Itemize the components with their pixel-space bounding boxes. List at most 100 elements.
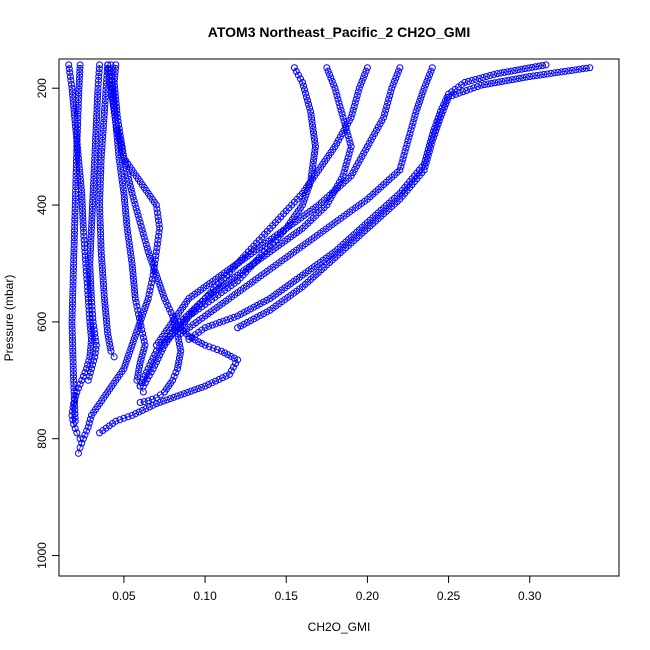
data-point — [97, 244, 105, 252]
data-point — [109, 88, 117, 96]
data-point — [100, 108, 108, 116]
data-point — [98, 136, 106, 144]
data-point — [86, 270, 94, 278]
data-point — [70, 395, 78, 403]
data-point — [152, 248, 160, 256]
data-point — [83, 427, 91, 435]
data-point — [100, 118, 108, 126]
data-point — [99, 280, 107, 288]
data-point — [90, 357, 98, 365]
data-point — [140, 308, 148, 316]
data-point — [69, 365, 77, 373]
data-point — [351, 99, 359, 107]
data-point — [167, 309, 175, 317]
data-point — [222, 372, 230, 380]
y-tick-label: 200 — [35, 78, 49, 98]
data-point — [147, 368, 155, 376]
data-point — [201, 382, 209, 390]
data-point — [133, 302, 141, 310]
data-point — [176, 344, 184, 352]
data-point — [159, 345, 167, 353]
data-point — [103, 72, 111, 80]
data-point — [428, 64, 436, 72]
data-point — [127, 186, 135, 194]
data-point — [77, 182, 85, 190]
data-point — [101, 104, 109, 112]
data-point — [521, 65, 529, 73]
data-point — [218, 374, 226, 382]
data-point — [433, 123, 441, 131]
data-point — [443, 96, 451, 104]
y-axis-label: Pressure (mbar) — [2, 275, 16, 362]
data-point — [536, 71, 544, 79]
data-point — [141, 305, 149, 313]
data-point — [170, 393, 178, 401]
data-point — [70, 252, 78, 260]
data-point — [156, 398, 164, 406]
data-point — [470, 84, 478, 92]
data-point — [84, 423, 92, 431]
data-point — [123, 168, 131, 176]
data-point — [86, 249, 94, 257]
data-point — [185, 335, 193, 343]
data-point — [75, 92, 83, 100]
data-point — [111, 64, 119, 72]
data-point — [71, 417, 79, 425]
data-point — [68, 329, 76, 337]
data-point — [341, 121, 349, 129]
data-point — [91, 147, 99, 155]
data-point — [92, 133, 100, 141]
data-point — [98, 147, 106, 155]
data-point — [74, 384, 82, 392]
data-point — [82, 256, 90, 264]
data-point — [151, 361, 159, 369]
y-tick-label: 800 — [35, 428, 49, 448]
data-point — [90, 161, 98, 169]
data-point — [175, 337, 183, 345]
data-point — [345, 150, 353, 158]
data-point — [75, 89, 83, 97]
data-point — [68, 303, 76, 311]
data-point — [93, 105, 101, 113]
data-point — [128, 341, 136, 349]
data-point — [310, 157, 318, 165]
data-point — [98, 140, 106, 148]
data-point — [173, 392, 181, 400]
data-point — [326, 71, 334, 79]
data-point — [92, 119, 100, 127]
data-point — [72, 157, 80, 165]
data-point — [121, 196, 129, 204]
data-point — [161, 295, 169, 303]
data-point — [87, 280, 95, 288]
data-point — [385, 95, 393, 103]
data-point — [88, 210, 96, 218]
data-point — [172, 369, 180, 377]
data-point — [72, 172, 80, 180]
data-point — [148, 275, 156, 283]
data-point — [159, 397, 167, 405]
data-point — [122, 210, 130, 218]
data-point — [445, 93, 453, 101]
data-point — [354, 88, 362, 96]
data-point — [505, 76, 513, 84]
data-point — [215, 375, 223, 383]
data-point — [140, 337, 148, 345]
data-point — [97, 233, 105, 241]
data-point — [109, 91, 117, 99]
data-point — [87, 277, 95, 285]
data-point — [138, 226, 146, 234]
data-point — [149, 261, 157, 269]
data-point — [303, 93, 311, 101]
data-point — [481, 81, 489, 89]
data-point — [73, 139, 81, 147]
data-point — [87, 235, 95, 243]
data-point — [212, 377, 220, 385]
data-point — [86, 259, 94, 267]
data-point — [74, 117, 82, 125]
data-point — [418, 91, 426, 99]
x-tick-label: 0.15 — [275, 589, 299, 603]
data-point — [96, 223, 104, 231]
data-point — [99, 133, 107, 141]
data-point — [79, 214, 87, 222]
data-point — [412, 108, 420, 116]
